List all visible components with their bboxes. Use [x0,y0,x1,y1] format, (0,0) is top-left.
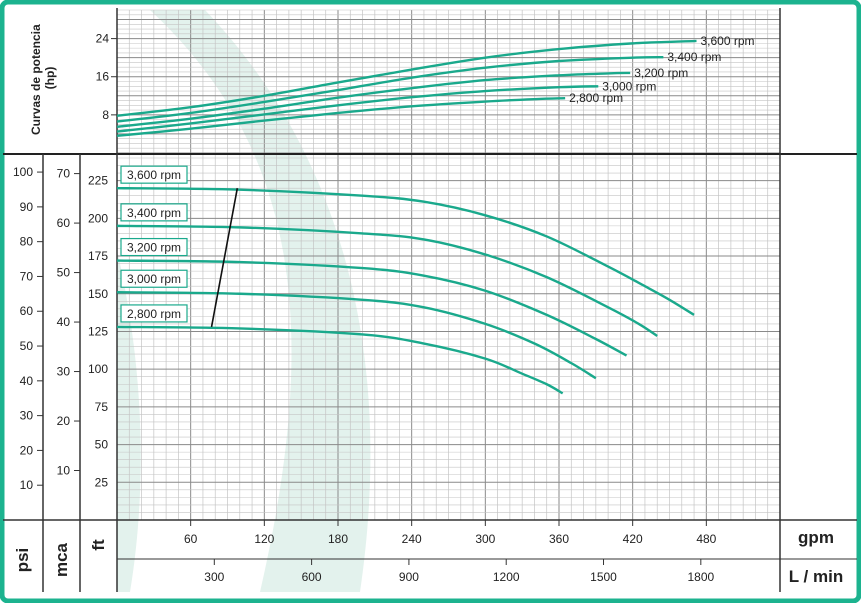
gpm-tick: 360 [549,532,569,546]
band-shape-left [117,250,141,592]
power-curve-3 [116,85,599,133]
power-ylabel: Curvas de potencia (hp) [29,21,57,135]
head-curve-3 [116,291,597,380]
head-curve-label: 2,800 rpm [127,307,181,321]
power-curve-label: 3,600 rpm [701,34,755,48]
psi-tick: 60 [20,304,34,318]
ft-tick: 100 [88,362,108,376]
head-curve-label-box [120,237,188,257]
head-curve-4 [116,325,564,395]
psi-tick: 10 [20,478,34,492]
head-curve-label-box [120,203,188,222]
mca-tick: 70 [57,167,71,181]
head-curve-label: 3,200 rpm [127,241,181,255]
y-unit-psi: psi [13,548,32,573]
x-unit-lmin: L / min [789,567,843,586]
background-band [117,10,371,592]
ft-tick: 175 [88,249,108,263]
power-ylabel-line-2: (hp) [43,67,57,90]
head-curve-0 [116,186,695,316]
mca-tick: 30 [57,365,71,379]
tick-labels: 8 16 24 25 50 75 100 125 150 175 200 225 10 20 30 40 50 6… [13,32,717,584]
psi-tick: 100 [13,165,33,179]
head-curve-label-box [120,304,188,323]
lmin-tick: 1200 [493,570,520,584]
lmin-tick: 1500 [590,570,617,584]
psi-tick: 40 [20,374,34,388]
head-curve-2 [116,259,628,357]
psi-tick: 80 [20,235,34,249]
psi-tick: 70 [20,269,34,283]
psi-tick: 30 [20,409,34,423]
power-curve-label: 2,800 rpm [569,91,623,105]
band-shape [150,10,371,592]
power-curve-2 [116,71,631,128]
y-unit-mca: mca [52,542,71,577]
ft-tick: 50 [95,438,109,452]
psi-tick: 50 [20,339,34,353]
ft-tick: 125 [88,324,108,338]
mca-tick: 40 [57,315,71,329]
ft-tick: 150 [88,287,108,301]
power-curve-label: 3,400 rpm [667,50,721,64]
power-y-tick: 8 [102,108,109,122]
y-unit-ft: ft [89,539,108,551]
power-curve-4 [116,96,566,138]
lmin-tick: 900 [399,570,419,584]
grid [116,9,781,521]
power-y-tick: 16 [96,70,110,84]
gpm-tick: 180 [328,532,348,546]
gpm-tick: 120 [254,532,274,546]
power-curve-0 [116,39,697,118]
operating-limit-line [210,188,239,328]
power-curve-label: 3,200 rpm [634,66,688,80]
head-curve-label: 3,600 rpm [127,168,181,182]
ft-tick: 75 [95,400,109,414]
psi-tick: 90 [20,200,34,214]
mca-tick: 20 [57,414,71,428]
head-curve-label-box [120,269,188,288]
head-curve-label: 3,400 rpm [127,206,181,220]
gpm-tick: 240 [402,532,422,546]
ft-tick: 200 [88,211,108,225]
power-curve-1 [116,55,664,123]
gpm-tick: 300 [475,532,495,546]
psi-tick: 20 [20,443,34,457]
gpm-tick: 480 [696,532,716,546]
ft-tick: 25 [95,475,109,489]
gpm-tick: 420 [623,532,643,546]
mca-tick: 10 [57,464,71,478]
lmin-tick: 600 [302,570,322,584]
ft-tick: 225 [88,174,108,188]
head-curve-1 [116,224,658,337]
head-curve-label-box [120,165,188,184]
power-ylabel-line-1: Curvas de potencia [29,24,43,135]
x-unit-gpm: gpm [798,528,834,547]
gpm-tick: 60 [184,532,198,546]
lmin-tick: 1800 [687,570,714,584]
mca-tick: 50 [57,266,71,280]
power-y-tick: 24 [96,32,110,46]
head-curve-label: 3,000 rpm [127,272,181,286]
power-curve-label: 3,000 rpm [602,79,656,93]
lmin-tick: 300 [204,570,224,584]
head-curves: 3,600 rpm 3,400 rpm 3,200 rpm 3,000 rpm 2,80… [116,165,695,395]
mca-tick: 60 [57,216,71,230]
